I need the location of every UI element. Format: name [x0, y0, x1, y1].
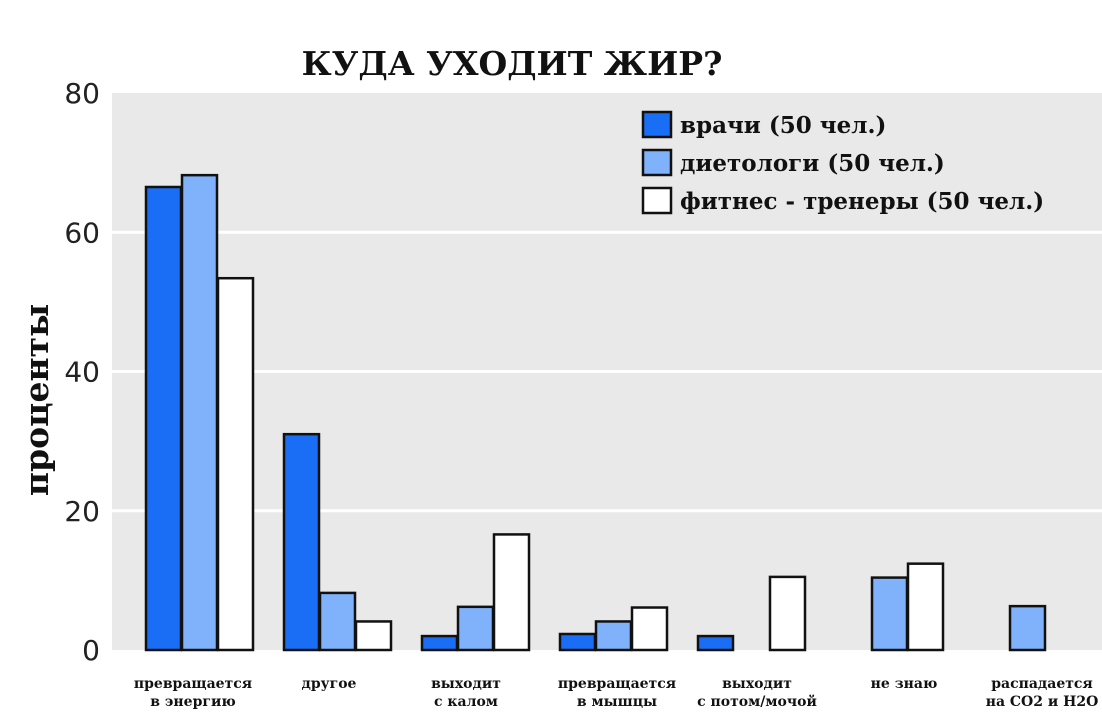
x-tick-label: превращается в мышцы: [558, 676, 676, 710]
bar: [354, 620, 393, 652]
bar: [558, 632, 597, 652]
legend-label: диетологи (50 чел.): [680, 150, 945, 177]
gridlines: [112, 230, 1102, 513]
y-tick-label: 20: [64, 495, 100, 528]
bar: [1008, 604, 1047, 652]
bar: [906, 562, 945, 652]
bar: [144, 185, 183, 652]
legend-swatch: [641, 110, 673, 139]
x-tick-label: выходит с калом: [431, 676, 501, 710]
x-tick-label: превращается в энергию: [134, 676, 252, 710]
bar: [282, 432, 321, 652]
bar: [492, 533, 531, 652]
bar: [180, 173, 219, 652]
legend-swatch: [641, 148, 673, 177]
y-tick-label: 0: [82, 634, 100, 667]
legend: врачи (50 чел.) диетологи (50 чел.) фитнес…: [641, 110, 1044, 215]
x-tick-label: другое: [302, 676, 357, 692]
y-tick-label: 40: [64, 356, 100, 389]
bar: [630, 606, 669, 652]
bar: [318, 591, 357, 652]
y-axis-label: проценты: [17, 304, 56, 496]
x-tick-label: не знаю: [871, 676, 938, 692]
bar: [456, 605, 495, 652]
bar: [870, 576, 909, 652]
x-axis-labels: превращается в энергию другое выходит с кало…: [134, 676, 1098, 710]
bar: [594, 620, 633, 652]
bar: [420, 634, 459, 652]
bar: [696, 634, 735, 652]
x-tick-label: распадается на CO2 и H2O: [986, 676, 1099, 710]
chart-title: КУДА УХОДИТ ЖИР?: [302, 44, 723, 83]
y-axis-ticks: 0 20 40 60 80: [64, 77, 100, 667]
y-tick-label: 60: [64, 216, 100, 249]
legend-swatch: [641, 186, 673, 215]
legend-label: врачи (50 чел.): [680, 112, 886, 139]
bar: [216, 276, 255, 652]
y-tick-label: 80: [64, 77, 100, 110]
x-tick-label: выходит с потом/мочой: [697, 676, 817, 710]
bar: [768, 575, 807, 652]
legend-label: фитнес - тренеры (50 чел.): [680, 188, 1044, 215]
bars: [144, 173, 1047, 652]
